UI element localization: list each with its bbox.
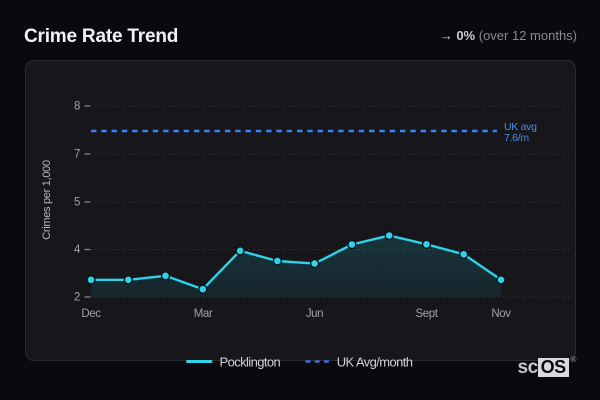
svg-text:UK avg: UK avg	[504, 121, 537, 133]
svg-text:UK Avg/month: UK Avg/month	[337, 355, 413, 370]
svg-text:2: 2	[74, 291, 80, 303]
svg-text:Dec: Dec	[81, 308, 101, 320]
svg-text:Sept: Sept	[415, 308, 438, 320]
svg-text:7: 7	[74, 148, 80, 160]
svg-text:Crimes per 1,000: Crimes per 1,000	[41, 160, 53, 240]
svg-text:Pocklington: Pocklington	[220, 355, 281, 370]
svg-text:Mar: Mar	[194, 308, 213, 320]
svg-text:7.6/m: 7.6/m	[504, 132, 529, 144]
svg-text:5: 5	[74, 196, 80, 208]
svg-text:Jun: Jun	[306, 308, 323, 320]
svg-text:Nov: Nov	[491, 308, 511, 320]
svg-text:4: 4	[74, 244, 81, 256]
svg-text:8: 8	[74, 100, 80, 112]
